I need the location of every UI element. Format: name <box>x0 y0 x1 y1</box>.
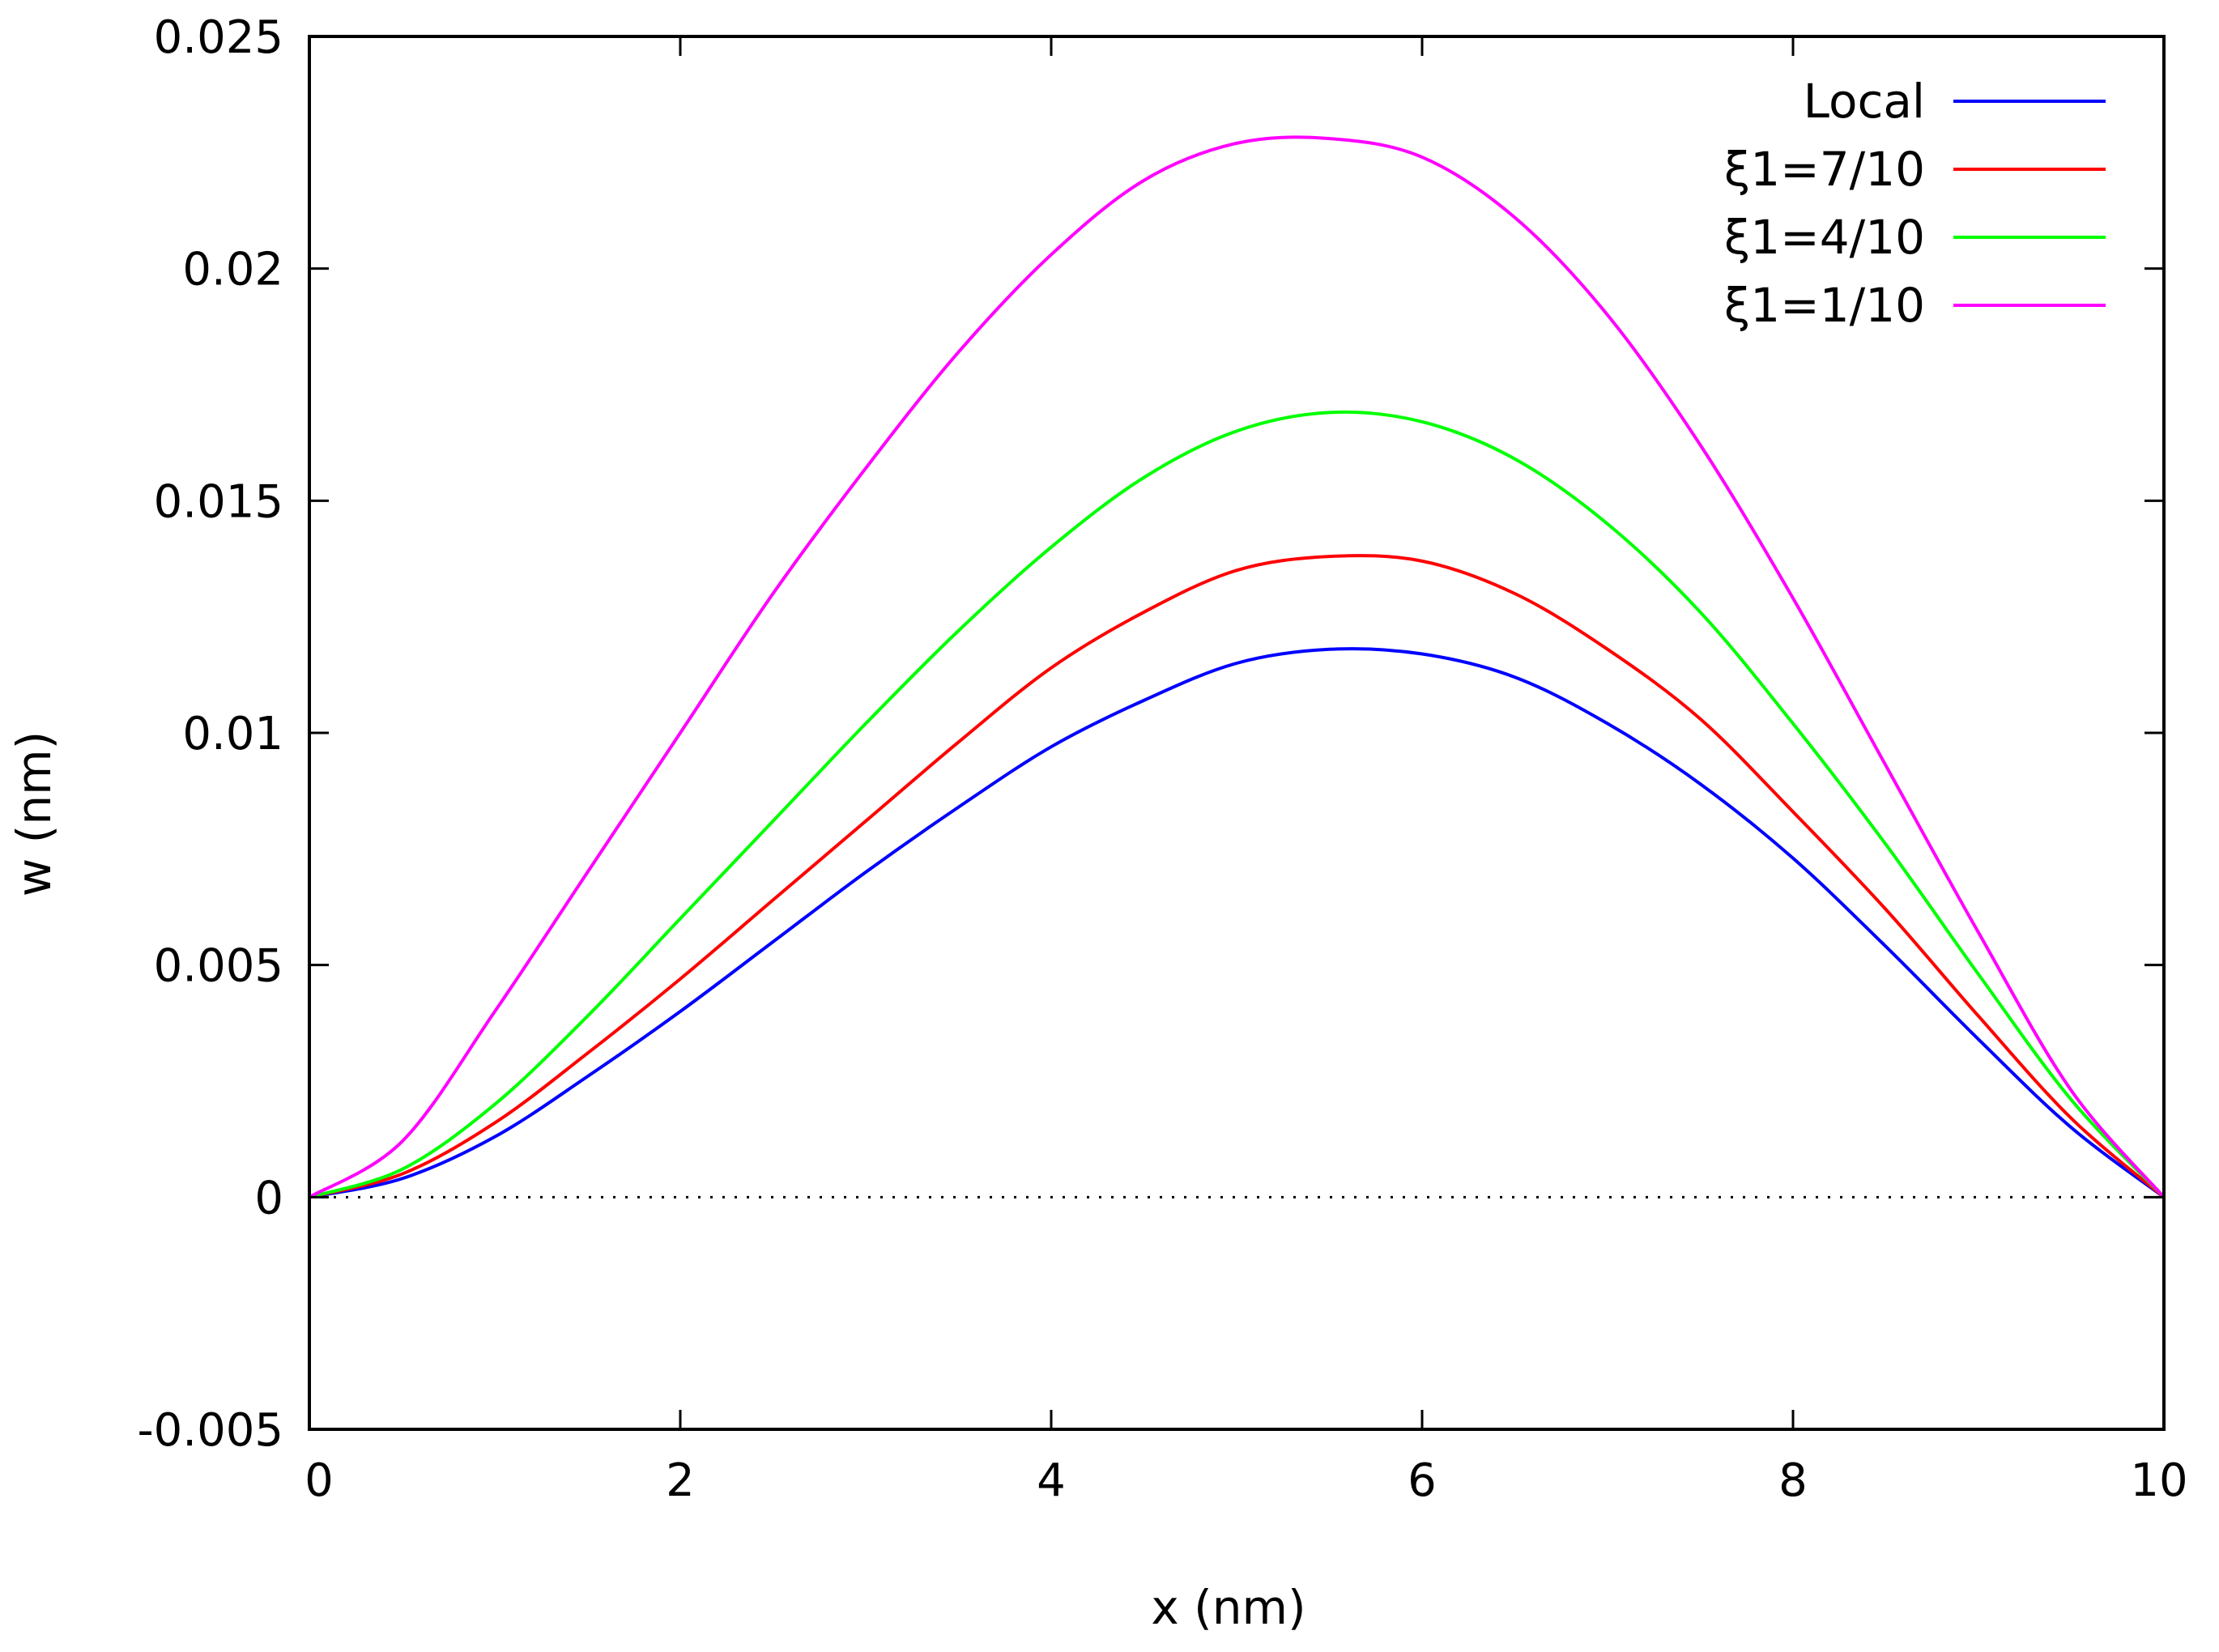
y-tick-label: 0.01 <box>182 708 283 760</box>
series-group <box>308 135 2166 1199</box>
x-tick-label: 8 <box>1778 1454 1808 1507</box>
y-tick-label: 0.025 <box>154 11 283 64</box>
x-axis-title: x (nm) <box>1151 1580 1305 1635</box>
series-line-2 <box>309 410 2166 1199</box>
x-tick-label: 4 <box>1037 1454 1066 1507</box>
series-line-1 <box>309 554 2166 1199</box>
y-tick-label: 0 <box>254 1172 283 1224</box>
series-line-0 <box>309 647 2166 1199</box>
y-tick-label: 0.015 <box>154 475 283 528</box>
plot-frame <box>308 35 2166 1431</box>
x-tick-label: 10 <box>2130 1454 2187 1507</box>
y-tick-label: 0.02 <box>182 244 283 296</box>
y-tick-label: 0.005 <box>154 940 283 993</box>
legend-label: Local <box>1804 74 1925 129</box>
y-axis-title: w (nm) <box>6 731 62 896</box>
series-line-3 <box>308 135 2166 1199</box>
x-tick-label: 6 <box>1408 1454 1437 1507</box>
y-tick-label: -0.005 <box>137 1404 283 1457</box>
x-tick-label: 2 <box>666 1454 695 1507</box>
legend: Local ξ1=7/10 ξ1=4/10 ξ1=1/10 <box>1724 74 2106 333</box>
x-tick-label: 0 <box>305 1454 334 1507</box>
legend-label: ξ1=1/10 <box>1724 278 1925 333</box>
legend-label: ξ1=4/10 <box>1724 210 1925 265</box>
legend-label: ξ1=7/10 <box>1724 142 1925 197</box>
tick-labels-group: 0 2 4 6 8 10 -0.005 0 0.005 0.01 0.015 0.02 0.025 <box>137 11 2187 1507</box>
